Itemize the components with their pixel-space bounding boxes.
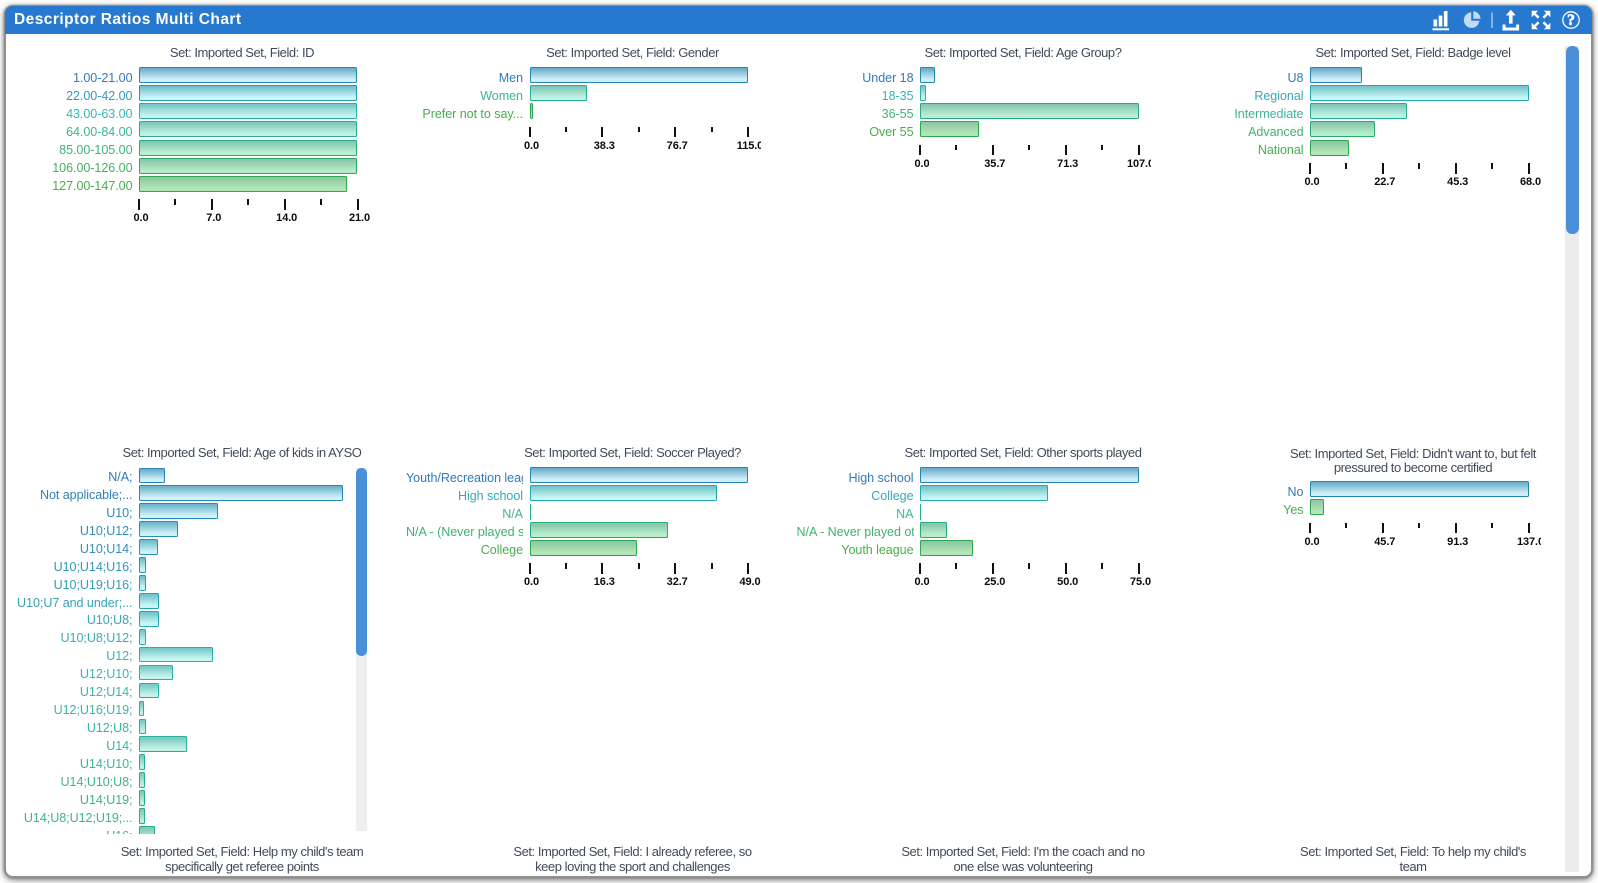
svg-text:?: ? [1567,12,1575,29]
